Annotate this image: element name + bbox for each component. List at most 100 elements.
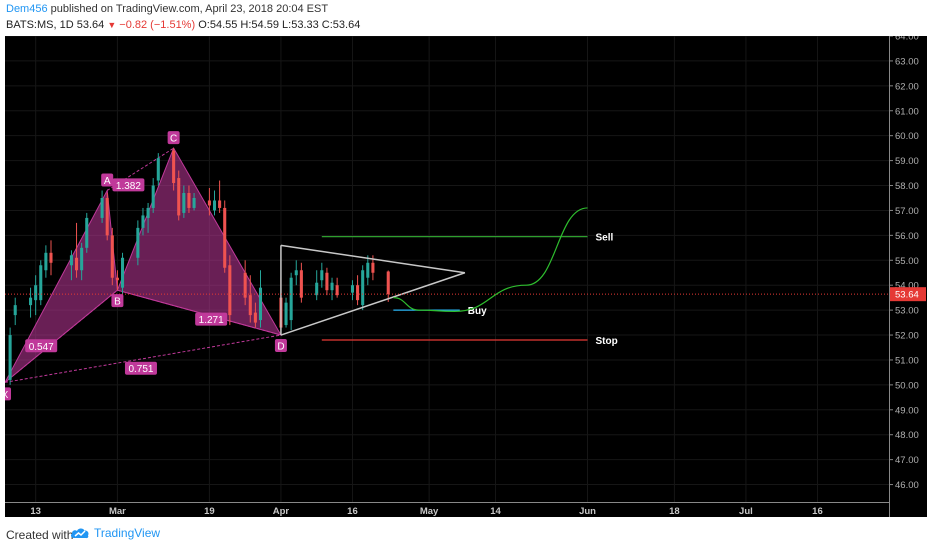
x-tick-label: Apr bbox=[273, 506, 290, 517]
candle bbox=[212, 190, 217, 216]
pattern-ratio-line bbox=[117, 289, 282, 336]
candle bbox=[39, 260, 43, 306]
price-change: −0.82 (−1.51%) bbox=[119, 19, 196, 31]
candle bbox=[69, 250, 73, 281]
low-label: L: bbox=[282, 19, 292, 31]
y-tick-label: 61.00 bbox=[895, 106, 919, 117]
last-price: 53.64 bbox=[76, 19, 105, 31]
candle bbox=[253, 302, 257, 328]
candle-body bbox=[44, 252, 48, 271]
candle-body bbox=[115, 277, 119, 281]
candle-body bbox=[75, 257, 79, 271]
y-tick-label: 49.00 bbox=[895, 405, 919, 416]
x-tick-label: May bbox=[420, 506, 439, 517]
ratio-label: 1.271 bbox=[195, 312, 228, 326]
candle bbox=[120, 252, 125, 296]
chart-canvas[interactable]: 64.00 63.00 62.00 61.00 60.00 59.00 58.00 57.00… bbox=[5, 36, 927, 517]
candle bbox=[258, 270, 263, 328]
pattern-point-c: C bbox=[167, 131, 180, 145]
candle-body bbox=[100, 197, 104, 218]
published-text: published on TradingView.com, April 23, … bbox=[50, 3, 329, 15]
candle-body bbox=[110, 235, 114, 278]
pattern-point-x-text: X bbox=[5, 390, 9, 401]
candle bbox=[136, 220, 140, 266]
candle bbox=[44, 245, 48, 278]
pattern-point-x-box bbox=[5, 387, 11, 401]
candle-body bbox=[320, 270, 324, 281]
candle bbox=[80, 242, 84, 281]
ratio-label-text: 1.271 bbox=[199, 315, 224, 326]
pattern-point-a: A bbox=[101, 173, 114, 187]
y-tick-label: 55.00 bbox=[895, 256, 919, 267]
high-value: 54.59 bbox=[251, 19, 279, 31]
candle-body bbox=[371, 262, 375, 273]
candle bbox=[85, 212, 89, 253]
ratio-label-text: 0.751 bbox=[128, 364, 153, 375]
candle bbox=[177, 170, 181, 221]
y-tick-label: 64.00 bbox=[895, 36, 919, 43]
y-tick-label: 57.00 bbox=[895, 206, 919, 217]
candle bbox=[115, 270, 119, 291]
candle-body bbox=[8, 335, 12, 380]
open-value: 54.55 bbox=[209, 19, 238, 31]
candle-body bbox=[29, 297, 33, 306]
chart-area[interactable]: 64.00 63.00 62.00 61.00 60.00 59.00 58.00 57.00… bbox=[5, 36, 927, 517]
pattern-point-c-box bbox=[167, 131, 180, 145]
candle-body bbox=[315, 282, 319, 296]
close-label: C: bbox=[321, 19, 333, 31]
pattern-point-x: X bbox=[5, 387, 11, 401]
candle bbox=[100, 190, 104, 223]
brand-name: TradingView bbox=[94, 526, 161, 540]
candle bbox=[141, 207, 145, 236]
candle-body bbox=[156, 158, 160, 181]
candle bbox=[110, 227, 114, 286]
candle bbox=[172, 148, 176, 191]
x-tick-label: 16 bbox=[347, 506, 358, 517]
ratio-label: 0.547 bbox=[25, 339, 58, 353]
candle bbox=[299, 262, 303, 303]
candle-body bbox=[228, 265, 232, 316]
y-tick-label: 52.00 bbox=[895, 331, 919, 342]
pattern-point-b-box bbox=[111, 294, 124, 308]
candle-body bbox=[294, 270, 298, 276]
candle-body bbox=[13, 305, 17, 316]
candle bbox=[218, 180, 222, 213]
candle bbox=[75, 222, 79, 278]
candle bbox=[29, 287, 33, 318]
low-value: 53.33 bbox=[291, 19, 319, 31]
candle bbox=[182, 185, 186, 218]
open-label: O: bbox=[198, 19, 210, 31]
pattern-point-a-text: A bbox=[104, 176, 111, 187]
candle-body bbox=[366, 262, 370, 278]
candle-body bbox=[218, 200, 222, 208]
ratio-label-box bbox=[195, 312, 228, 326]
pattern-point-d-text: D bbox=[277, 342, 284, 353]
down-triangle-icon: ▼ bbox=[107, 20, 117, 30]
tradingview-brand-link[interactable]: TradingView bbox=[70, 526, 160, 540]
candle-body bbox=[212, 200, 217, 211]
high-label: H: bbox=[240, 19, 252, 31]
candle bbox=[248, 275, 252, 323]
close-value: 53.64 bbox=[332, 19, 361, 31]
symbol-label: BATS:MS, 1D bbox=[6, 19, 74, 31]
candle-body bbox=[243, 272, 247, 298]
x-tick-label: 14 bbox=[490, 506, 501, 517]
ratio-label: 0.751 bbox=[124, 361, 157, 375]
y-tick-label: 59.00 bbox=[895, 156, 919, 167]
candle bbox=[243, 260, 247, 306]
candle-body bbox=[39, 265, 43, 301]
author-link[interactable]: Dem456 bbox=[6, 3, 48, 15]
candle bbox=[386, 270, 390, 302]
ratio-label-text: 1.382 bbox=[116, 181, 141, 192]
x-tick-label: 19 bbox=[204, 506, 215, 517]
candle-body bbox=[325, 272, 329, 291]
x-tick-label: Jul bbox=[739, 506, 753, 517]
candle bbox=[151, 178, 155, 213]
ohlc-line: BATS:MS, 1D 53.64 ▼ −0.82 (−1.51%) O:54.… bbox=[6, 19, 360, 31]
ratio-label-box bbox=[112, 178, 145, 192]
candle bbox=[289, 272, 293, 331]
candle-body bbox=[330, 282, 334, 291]
level-label-sell: Sell bbox=[596, 233, 614, 244]
pattern-point-a-box bbox=[101, 173, 114, 187]
candle-body bbox=[141, 215, 145, 228]
